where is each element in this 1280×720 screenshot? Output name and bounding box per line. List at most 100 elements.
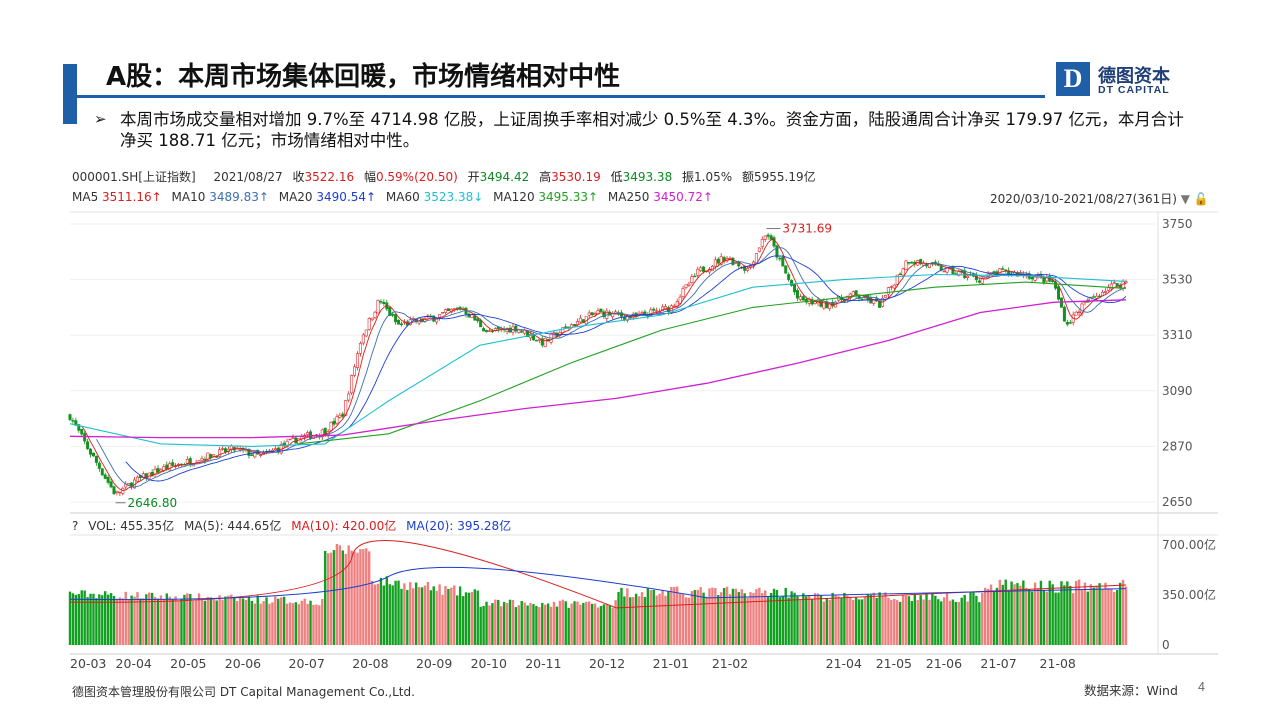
volume-bar bbox=[1039, 580, 1043, 645]
candle-body bbox=[1042, 278, 1046, 283]
volume-bar bbox=[922, 599, 925, 645]
candle-body bbox=[860, 298, 864, 300]
volume-bar bbox=[602, 604, 606, 645]
candle-body bbox=[370, 317, 374, 320]
logo-chinese-name: 德图资本 bbox=[1098, 66, 1170, 87]
lock-icon[interactable]: 🔓 bbox=[1193, 192, 1209, 206]
volume-bar bbox=[978, 602, 981, 645]
volume-bar bbox=[728, 594, 732, 645]
volume-bar bbox=[347, 545, 350, 645]
volume-bar bbox=[705, 596, 708, 645]
ma20-line bbox=[125, 255, 1127, 482]
volume-bar bbox=[975, 595, 978, 645]
candle-body bbox=[520, 331, 524, 333]
candle-body bbox=[482, 328, 486, 332]
candle-body bbox=[347, 393, 351, 401]
volume-bar bbox=[329, 552, 333, 645]
candle-body bbox=[291, 437, 295, 439]
candle-body bbox=[634, 312, 638, 317]
volume-bar bbox=[951, 599, 955, 645]
candle-body bbox=[83, 433, 87, 442]
price-tick-label: 2650 bbox=[1162, 495, 1193, 509]
volume-bar bbox=[846, 595, 849, 645]
vol-ma10: MA(10): 420.00亿 bbox=[291, 519, 397, 533]
volume-bar bbox=[637, 596, 641, 645]
high-value: 3530.19 bbox=[551, 170, 601, 184]
vol-ma20: MA(20): 395.28亿 bbox=[406, 519, 512, 533]
volume-bar bbox=[878, 592, 881, 645]
candle-body bbox=[901, 268, 905, 276]
volume-tick-label: 0 bbox=[1162, 638, 1170, 652]
volume-bar bbox=[937, 599, 940, 645]
volume-bar bbox=[852, 600, 855, 645]
volume-bar bbox=[456, 595, 459, 645]
volume-bar bbox=[83, 590, 86, 645]
volume-bar bbox=[711, 587, 714, 645]
candle-body bbox=[97, 462, 101, 469]
volume-bar bbox=[432, 586, 435, 645]
candle-body bbox=[628, 316, 632, 319]
candle-body bbox=[784, 265, 788, 274]
candle-body bbox=[573, 324, 577, 326]
candle-body bbox=[94, 455, 98, 463]
candle-body bbox=[587, 312, 591, 316]
volume-bar bbox=[470, 592, 474, 645]
volume-bar bbox=[816, 593, 820, 645]
logo-english-name: DT CAPITAL bbox=[1098, 84, 1170, 96]
volume-bar bbox=[737, 592, 740, 645]
volume-bar bbox=[655, 595, 658, 645]
x-tick-label: 20-07 bbox=[289, 656, 325, 671]
volume-bar bbox=[145, 594, 148, 645]
date-range-selector[interactable]: 2020/03/10-2021/08/27(361日) ▼ 🔓 bbox=[990, 190, 1209, 207]
volume-bar bbox=[558, 600, 562, 645]
candle-body bbox=[253, 451, 257, 458]
volume-bar bbox=[1080, 589, 1084, 645]
candle-body bbox=[162, 466, 166, 471]
volume-bar bbox=[250, 600, 254, 645]
volume-bar bbox=[1016, 583, 1019, 645]
ma10-value: 3489.83↑ bbox=[209, 190, 269, 204]
ma250-value: 3450.72↑ bbox=[653, 190, 713, 204]
volume-bar bbox=[989, 584, 993, 645]
volume-bar bbox=[321, 598, 324, 645]
ma20-value: 3490.54↑ bbox=[316, 190, 377, 204]
candle-body bbox=[793, 284, 797, 293]
volume-bar bbox=[585, 601, 588, 645]
volume-bar bbox=[546, 603, 550, 645]
volume-bar bbox=[740, 589, 743, 645]
volume-bar bbox=[409, 582, 412, 645]
volume-bar bbox=[241, 598, 245, 645]
candle-body bbox=[678, 296, 682, 304]
volume-bar bbox=[414, 582, 418, 645]
volume-bar bbox=[136, 592, 139, 645]
volume-bar bbox=[535, 605, 538, 645]
candle-body bbox=[86, 441, 90, 450]
candle-body bbox=[71, 420, 75, 422]
volume-bar bbox=[259, 603, 262, 645]
volume-bar bbox=[1010, 581, 1013, 645]
volume-bar bbox=[831, 592, 834, 645]
candle-body bbox=[798, 296, 802, 300]
volume-bar bbox=[843, 592, 846, 645]
dropdown-icon[interactable]: ▼ bbox=[1180, 192, 1190, 206]
candle-body bbox=[373, 311, 377, 318]
volume-bar bbox=[887, 597, 890, 645]
help-icon[interactable]: ? bbox=[72, 519, 79, 533]
candle-body bbox=[514, 325, 518, 332]
volume-bar bbox=[596, 607, 600, 645]
volume-bar bbox=[139, 598, 142, 645]
volume-bar bbox=[802, 593, 805, 645]
low-value: 3493.38 bbox=[622, 170, 673, 184]
x-tick-label: 21-08 bbox=[1040, 656, 1076, 671]
candle-body bbox=[185, 459, 189, 464]
volume-bar bbox=[1107, 588, 1110, 645]
candle-body bbox=[361, 334, 365, 344]
bullet-arrow-icon: ➢ bbox=[94, 111, 107, 128]
volume-bar bbox=[901, 594, 905, 645]
volume-bar bbox=[326, 553, 330, 645]
candle-body bbox=[898, 273, 902, 276]
volume-bar bbox=[461, 596, 465, 645]
candle-body bbox=[159, 469, 163, 472]
volume-bar bbox=[775, 590, 779, 645]
